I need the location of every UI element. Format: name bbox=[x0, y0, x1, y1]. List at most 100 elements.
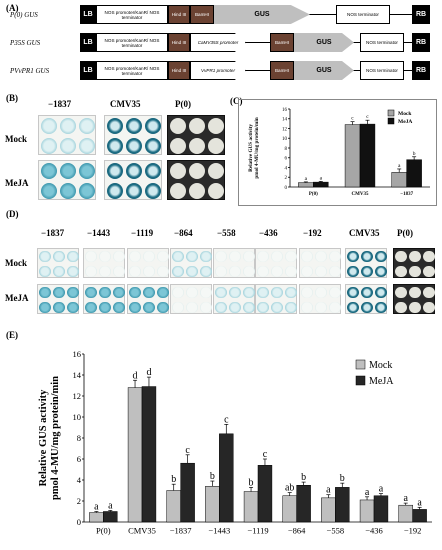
plate-well bbox=[106, 137, 123, 155]
x-tick-label: −1119 bbox=[247, 526, 268, 536]
x-tick-label: −1443 bbox=[208, 526, 230, 536]
panel-d-col-0: −1837 bbox=[41, 228, 65, 238]
significance-letter: a bbox=[379, 484, 384, 495]
construct-part-nos: NOS promoter/KanR/ NOS terminator bbox=[96, 33, 168, 52]
significance-letter: a bbox=[108, 500, 113, 511]
plate-well bbox=[315, 265, 327, 278]
y-axis-label: pmol 4-MU/mg protein/min bbox=[254, 117, 260, 178]
x-tick-label: −558 bbox=[327, 526, 345, 536]
plate-well bbox=[329, 301, 341, 314]
plate-well bbox=[39, 265, 51, 278]
construct-part-rb: RB bbox=[412, 5, 430, 24]
x-tick-label: CMV35 bbox=[352, 192, 369, 197]
plate-well bbox=[172, 286, 184, 299]
significance-letter: a bbox=[326, 485, 331, 496]
bar-mock bbox=[391, 172, 407, 188]
x-tick-label: −192 bbox=[404, 526, 422, 536]
plate-well bbox=[79, 182, 96, 200]
significance-letter: a bbox=[320, 175, 323, 181]
legend-label-mock: Mock bbox=[369, 360, 392, 371]
significance-letter: a bbox=[403, 493, 408, 504]
plate-well bbox=[85, 265, 97, 278]
plate-d-mock-5 bbox=[255, 248, 297, 278]
x-tick-label: P(0) bbox=[96, 526, 111, 536]
plate-well bbox=[329, 250, 341, 263]
legend-label-mock: Mock bbox=[398, 111, 412, 117]
bar-mock bbox=[321, 497, 336, 523]
plate-d-meja-0 bbox=[37, 284, 79, 314]
plate-well bbox=[39, 286, 51, 299]
plate-well bbox=[186, 301, 198, 314]
plate-well bbox=[301, 301, 313, 314]
plate-well bbox=[106, 117, 123, 135]
bar-mock bbox=[166, 490, 181, 523]
plate-well bbox=[215, 301, 227, 314]
plate-well bbox=[143, 301, 155, 314]
legend-swatch-mock bbox=[355, 359, 366, 370]
plate-well bbox=[143, 265, 155, 278]
panel-b-col-1: −1837 bbox=[48, 99, 72, 109]
panel-b-col-3: P(0) bbox=[175, 99, 191, 109]
bar-meja bbox=[219, 433, 234, 523]
plate-b-meja-p0 bbox=[167, 160, 225, 200]
significance-letter: a bbox=[398, 163, 401, 169]
plate-well bbox=[329, 265, 341, 278]
plate-well bbox=[188, 162, 206, 180]
plate-well bbox=[347, 286, 359, 299]
plate-well bbox=[99, 250, 111, 263]
plate-d-meja-2 bbox=[127, 284, 169, 314]
panel-b-row-mock: Mock bbox=[5, 134, 27, 144]
plate-well bbox=[145, 162, 162, 180]
plate-well bbox=[361, 301, 373, 314]
plate-well bbox=[200, 265, 212, 278]
plate-well bbox=[361, 286, 373, 299]
x-tick-label: −1837 bbox=[400, 192, 413, 197]
y-tick-label: 16 bbox=[282, 108, 288, 113]
plate-well bbox=[40, 182, 57, 200]
panel-c-frame bbox=[238, 99, 437, 206]
legend-label-meja: MeJA bbox=[398, 119, 412, 125]
plate-well bbox=[188, 117, 206, 135]
plate-well bbox=[208, 182, 225, 200]
plate-well bbox=[169, 137, 186, 155]
panel-d-col-2: −1119 bbox=[131, 228, 154, 238]
construct-part-nos: NOS terminator bbox=[360, 61, 404, 80]
plate-well bbox=[423, 286, 435, 299]
plate-well bbox=[243, 286, 255, 299]
significance-letter: c bbox=[263, 449, 268, 460]
plate-well bbox=[188, 137, 206, 155]
construct-part-prom: CaMV35S promoter bbox=[190, 33, 246, 52]
panel-d-row-mock: Mock bbox=[5, 258, 27, 268]
plate-well bbox=[125, 162, 143, 180]
plate-well bbox=[409, 250, 421, 263]
plate-well bbox=[215, 265, 227, 278]
significance-letter: b bbox=[171, 474, 176, 485]
plate-well bbox=[143, 286, 155, 299]
plate-well bbox=[59, 162, 77, 180]
plate-well bbox=[243, 301, 255, 314]
significance-letter: b bbox=[249, 477, 254, 488]
plate-well bbox=[188, 182, 206, 200]
construct-part-nos: NOS terminator bbox=[336, 5, 390, 24]
plate-well bbox=[157, 250, 169, 263]
bar-mock bbox=[298, 182, 314, 188]
plate-well bbox=[40, 162, 57, 180]
plate-well bbox=[215, 286, 227, 299]
plate-well bbox=[186, 286, 198, 299]
plate-d-meja-8 bbox=[393, 284, 435, 314]
plate-well bbox=[169, 117, 186, 135]
plate-b-mock-p0 bbox=[167, 115, 225, 155]
significance-letter: d bbox=[146, 367, 151, 378]
plate-well bbox=[53, 301, 65, 314]
significance-letter: b bbox=[413, 151, 416, 157]
plate-well bbox=[409, 265, 421, 278]
plate-well bbox=[347, 301, 359, 314]
plate-well bbox=[157, 265, 169, 278]
plate-well bbox=[271, 301, 283, 314]
bar-meja bbox=[373, 495, 389, 523]
plate-well bbox=[361, 250, 373, 263]
bar-mock bbox=[398, 504, 413, 523]
panel-e-label: (E) bbox=[6, 330, 18, 340]
significance-letter: c bbox=[366, 114, 369, 120]
x-tick-label: −864 bbox=[288, 526, 306, 536]
